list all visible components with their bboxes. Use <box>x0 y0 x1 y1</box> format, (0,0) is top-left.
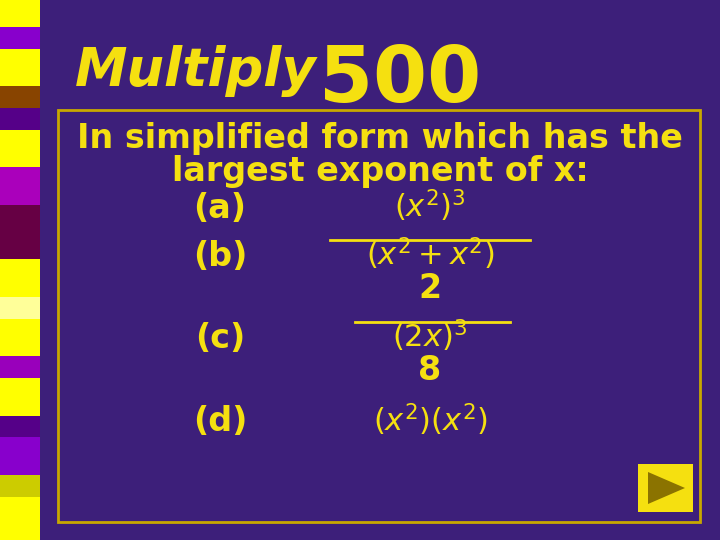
Bar <box>0 437 40 475</box>
Bar <box>0 86 40 108</box>
Bar <box>0 297 40 319</box>
Text: Multiply: Multiply <box>75 45 317 97</box>
Text: 2: 2 <box>418 272 441 305</box>
Text: In simplified form which has the: In simplified form which has the <box>77 122 683 155</box>
Text: 8: 8 <box>418 354 441 387</box>
Text: 500: 500 <box>319 42 481 118</box>
Text: (c): (c) <box>195 322 245 355</box>
Bar <box>58 110 700 522</box>
Bar <box>0 0 40 27</box>
Bar <box>0 259 40 297</box>
Bar <box>0 319 40 356</box>
Bar <box>0 108 40 130</box>
Bar <box>638 464 693 512</box>
Bar <box>0 416 40 437</box>
Bar <box>0 205 40 259</box>
Text: $(x^2)(x^2)$: $(x^2)(x^2)$ <box>373 401 487 437</box>
Text: $(x^2 + x^2)$: $(x^2 + x^2)$ <box>366 236 494 273</box>
Bar <box>0 475 40 497</box>
Bar <box>0 49 40 86</box>
Text: $(x^2)^3$: $(x^2)^3$ <box>394 188 466 225</box>
Polygon shape <box>648 472 685 504</box>
Text: (d): (d) <box>193 405 247 438</box>
Bar <box>0 378 40 416</box>
Text: (a): (a) <box>194 192 246 225</box>
Text: (b): (b) <box>193 240 247 273</box>
Text: largest exponent of x:: largest exponent of x: <box>171 155 588 188</box>
Bar <box>0 167 40 205</box>
Bar <box>0 130 40 167</box>
Bar <box>0 356 40 378</box>
Text: $(2x)^3$: $(2x)^3$ <box>392 318 468 354</box>
Bar <box>0 497 40 540</box>
Bar <box>0 27 40 49</box>
